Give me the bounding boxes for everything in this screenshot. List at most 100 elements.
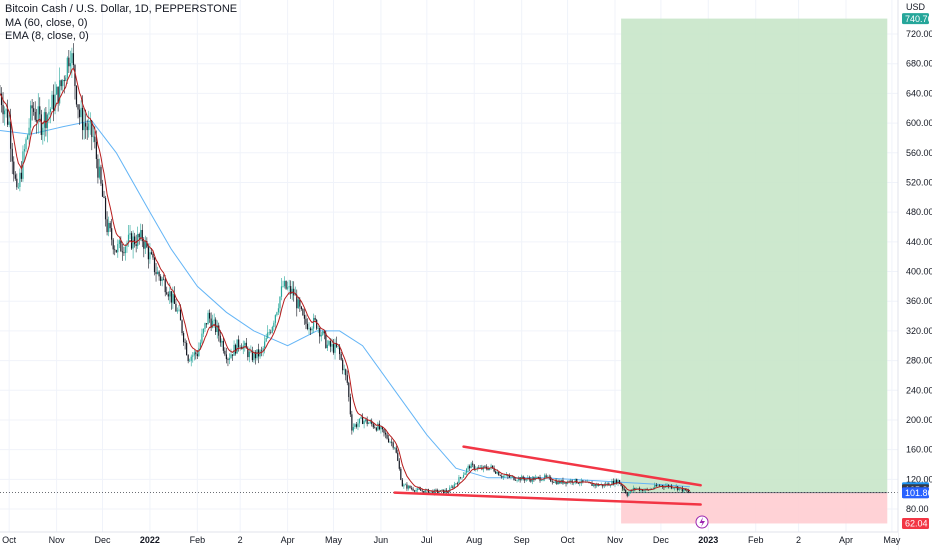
candle-body bbox=[678, 488, 680, 491]
candle-body bbox=[365, 419, 367, 421]
candle-body bbox=[403, 484, 405, 487]
candle-body bbox=[456, 483, 459, 484]
candle-body bbox=[207, 312, 209, 325]
price-badge[interactable]: 740.76 bbox=[902, 13, 932, 25]
candle-body bbox=[141, 229, 143, 242]
symbol-title[interactable]: Bitcoin Cash / U.S. Dollar, 1D, PEPPERST… bbox=[5, 3, 238, 15]
candle-body bbox=[75, 86, 78, 105]
candle-body bbox=[94, 136, 96, 142]
profit-zone[interactable] bbox=[621, 18, 888, 493]
candle-body bbox=[190, 356, 192, 361]
candle-body bbox=[54, 94, 56, 111]
candle-body bbox=[239, 346, 241, 348]
candle-body bbox=[65, 77, 67, 82]
candle-body bbox=[134, 236, 136, 245]
candle-body bbox=[195, 352, 197, 355]
candle-body bbox=[66, 57, 68, 78]
candle-body bbox=[349, 397, 351, 415]
trendlines-layer[interactable] bbox=[393, 445, 702, 506]
candle-body bbox=[469, 466, 471, 469]
candle-body bbox=[285, 280, 287, 289]
candle-body bbox=[386, 434, 388, 439]
candle-body bbox=[343, 369, 345, 371]
candle-body bbox=[101, 183, 104, 197]
time-axis[interactable]: Oct Nov Dec 2022 Feb 2 Apr May Jun Jul Aug Sep Oct No… bbox=[0, 531, 901, 550]
candle-body bbox=[299, 299, 301, 307]
candle-body bbox=[85, 123, 87, 127]
time-tick-label: 2022 bbox=[140, 535, 160, 545]
candle-body bbox=[441, 489, 443, 491]
candle-body bbox=[82, 107, 84, 131]
candle-body bbox=[360, 417, 362, 419]
candle-body bbox=[45, 112, 47, 129]
candle-body bbox=[108, 222, 110, 233]
candle-body bbox=[78, 109, 81, 118]
candle-body bbox=[551, 481, 553, 483]
candle-body bbox=[212, 320, 214, 328]
price-badge-bg bbox=[902, 487, 929, 499]
candle-body bbox=[378, 423, 380, 430]
ema-legend[interactable]: EMA (8, close, 0) bbox=[5, 30, 89, 42]
candle-body bbox=[273, 322, 275, 327]
candle-body bbox=[661, 485, 664, 487]
candle-body bbox=[591, 483, 593, 486]
candle-body bbox=[234, 344, 237, 354]
candle-body bbox=[404, 484, 407, 486]
candle-body bbox=[683, 488, 685, 492]
candle-body bbox=[178, 309, 180, 311]
time-tick-label: Apr bbox=[281, 535, 295, 545]
candle-body bbox=[230, 354, 232, 359]
candle-body bbox=[91, 121, 93, 137]
candle-body bbox=[686, 490, 688, 491]
time-tick-label: Oct bbox=[2, 535, 17, 545]
candle-body bbox=[14, 174, 16, 179]
candle-body bbox=[427, 489, 429, 494]
candle-body bbox=[329, 341, 332, 347]
candle-body bbox=[470, 463, 472, 469]
candle-body bbox=[305, 318, 307, 324]
candle-body bbox=[397, 452, 399, 461]
ema-line-layer bbox=[0, 67, 691, 493]
candle-body bbox=[453, 484, 455, 488]
candle-body bbox=[666, 485, 668, 487]
price-axis[interactable]: 80.00 120.00 160.00 200.00 240.00 280.00 320.0… bbox=[897, 0, 932, 550]
candle-body bbox=[39, 106, 41, 115]
candle-body bbox=[438, 491, 440, 493]
price-badge[interactable]: 62.04 bbox=[902, 517, 929, 529]
candle-body bbox=[548, 476, 550, 478]
candle-body bbox=[198, 348, 200, 357]
candle-body bbox=[394, 447, 396, 449]
candle-body bbox=[201, 333, 203, 343]
candle-body bbox=[689, 492, 691, 493]
replay-icon[interactable] bbox=[695, 515, 709, 529]
candle-body bbox=[184, 342, 186, 343]
position-tool[interactable] bbox=[0, 18, 898, 529]
candle-body bbox=[163, 278, 165, 280]
candle-body bbox=[114, 249, 116, 251]
candle-body bbox=[144, 241, 146, 249]
candle-body bbox=[417, 488, 419, 491]
candle-body bbox=[354, 424, 356, 428]
ma-legend[interactable]: MA (60, close, 0) bbox=[5, 16, 88, 29]
candle-body bbox=[129, 233, 131, 235]
chart-legend: Bitcoin Cash / U.S. Dollar, 1D, PEPPERST… bbox=[5, 3, 237, 44]
trendline-lower[interactable] bbox=[393, 491, 702, 506]
candle-body bbox=[166, 292, 168, 295]
price-tick-label: 480.00 bbox=[906, 207, 932, 217]
candle-body bbox=[158, 271, 160, 277]
candle-body bbox=[187, 355, 189, 362]
candle-body bbox=[351, 414, 353, 431]
candle-body bbox=[42, 127, 44, 135]
trendline-upper[interactable] bbox=[462, 445, 702, 487]
candle-body bbox=[409, 485, 411, 489]
loss-zone[interactable] bbox=[621, 492, 888, 524]
price-badge[interactable]: 101.86 bbox=[902, 487, 932, 499]
candle-body bbox=[623, 488, 625, 491]
candle-body bbox=[308, 328, 310, 330]
candle-body bbox=[7, 109, 9, 125]
candle-body bbox=[334, 343, 336, 353]
candle-body bbox=[458, 477, 460, 484]
candle-body bbox=[89, 121, 91, 124]
